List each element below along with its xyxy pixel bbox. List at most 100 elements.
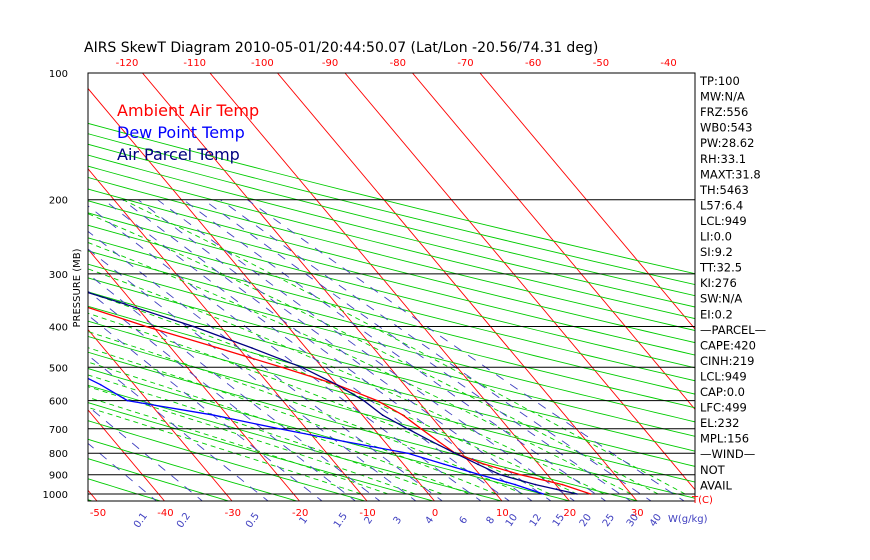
mixing-ratio-line <box>88 442 158 501</box>
moist-adiabat-line <box>88 396 389 495</box>
stat-item: TP:100 <box>699 74 740 88</box>
series-point <box>499 473 502 476</box>
moist-adiabat-line <box>88 312 551 495</box>
mixing-ratio-line <box>157 199 576 501</box>
series-point <box>381 414 384 417</box>
y-tick-label: 700 <box>49 425 68 436</box>
x-top-tick-label: -60 <box>525 58 541 69</box>
dry-adiabat-line <box>88 122 695 275</box>
x-top-tick-label: -100 <box>251 58 274 69</box>
moist-adiabat-line <box>122 199 686 495</box>
series-point <box>213 414 215 417</box>
stat-item: LCL:949 <box>700 369 747 383</box>
stat-item: L57:6.4 <box>700 198 743 212</box>
dry-adiabat-line <box>88 320 695 483</box>
moist-adiabat-line <box>88 361 470 495</box>
series-point <box>519 473 522 476</box>
mixing-ratio-line <box>88 354 269 501</box>
series-point <box>280 366 283 369</box>
dry-adiabat-line <box>88 237 695 395</box>
stat-item: WB0:543 <box>700 121 752 135</box>
stat-item: EL:232 <box>700 416 740 430</box>
isotherm-line <box>209 73 570 501</box>
mixing-ratio-line <box>88 273 381 501</box>
mixing-ratio-line <box>88 230 444 501</box>
dry-adiabat-line <box>88 384 504 501</box>
stat-item: NOT <box>700 463 726 477</box>
stat-item: LFC:499 <box>700 401 747 415</box>
series-point <box>589 493 592 495</box>
x-bottom-tick-label: 0 <box>432 508 438 519</box>
isotherm-line <box>88 409 165 501</box>
mixing-ratio-label: 8 <box>485 515 498 527</box>
mixing-ratio-line <box>88 205 482 501</box>
mixing-ratio-line <box>88 405 204 501</box>
series-point <box>343 440 345 443</box>
series-point <box>437 440 440 443</box>
stat-item: FRZ:556 <box>700 105 748 119</box>
x-bottom-tick-label: -50 <box>90 508 106 519</box>
isotherm-line <box>411 73 695 411</box>
stat-item: MPL:156 <box>700 432 749 446</box>
stat-item: LI:0.0 <box>700 230 732 244</box>
stat-item: SI:9.2 <box>700 245 733 259</box>
moist-adiabat-line <box>88 213 659 495</box>
stat-item: TT:32.5 <box>699 261 742 275</box>
series-point <box>118 301 120 303</box>
y-tick-label: 400 <box>49 323 68 334</box>
stat-item: LCL:949 <box>700 214 747 228</box>
x-top-tick-label: -80 <box>390 58 406 69</box>
dry-adiabat-line <box>88 224 695 382</box>
series-point <box>542 493 545 495</box>
isotherm-line <box>479 73 695 330</box>
dry-adiabat-line <box>88 438 299 501</box>
mixing-ratio-label: 2 <box>363 515 376 527</box>
series-point <box>479 473 481 476</box>
series-point <box>27 273 29 275</box>
dry-adiabat-line <box>88 368 572 501</box>
series-point <box>301 366 303 369</box>
mixing-ratio-line <box>137 199 552 501</box>
series-point <box>514 483 516 486</box>
dry-adiabat-line <box>88 154 695 308</box>
mixing-ratio-label: 0.5 <box>244 511 262 530</box>
isotherm-line <box>276 73 638 501</box>
dry-adiabat-line <box>88 458 231 501</box>
mixing-ratio-unit-label: W(g/kg) <box>668 514 708 525</box>
dry-adiabat-line <box>88 212 695 369</box>
stat-item: CINH:219 <box>700 354 755 368</box>
x-bottom-unit-label: T(C) <box>691 495 713 506</box>
stat-item: KI:276 <box>700 276 737 290</box>
x-top-tick-label: -120 <box>116 58 139 69</box>
mixing-ratio-label: 12 <box>528 512 544 529</box>
y-tick-label: 600 <box>49 397 68 408</box>
x-bottom-tick-label: 20 <box>563 508 576 519</box>
isotherm-line <box>344 73 695 491</box>
series-point <box>251 347 253 349</box>
legend-entry: Air Parcel Temp <box>117 145 240 164</box>
series-point <box>376 399 379 402</box>
mixing-ratio-label: 4 <box>424 515 437 527</box>
x-bottom-tick-label: -20 <box>292 508 308 519</box>
mixing-ratio-label: 0.1 <box>132 511 150 530</box>
y-tick-label: 1000 <box>43 490 68 501</box>
mixing-ratio-label: 1 <box>298 515 311 527</box>
stat-item: EI:0.2 <box>700 307 733 321</box>
y-tick-label: 800 <box>49 449 68 460</box>
series-line-ambient-air-temp <box>88 306 591 495</box>
mixing-ratio-label: 20 <box>578 512 594 529</box>
mixing-ratio-label: 1.5 <box>332 511 350 530</box>
isotherm-line <box>88 248 300 501</box>
mixing-ratio-label: 3 <box>392 515 405 527</box>
mixing-ratio-label: 6 <box>458 515 471 527</box>
mixing-ratio-line <box>220 199 652 501</box>
dry-adiabat-line <box>88 305 695 467</box>
stat-item: AVAIL <box>700 478 733 492</box>
series-point <box>420 428 422 430</box>
dry-adiabat-line <box>88 165 695 320</box>
stat-item: PW:28.62 <box>700 136 754 150</box>
series-point <box>406 428 409 430</box>
stat-item: RH:33.1 <box>700 152 746 166</box>
x-top-tick-label: -110 <box>183 58 206 69</box>
